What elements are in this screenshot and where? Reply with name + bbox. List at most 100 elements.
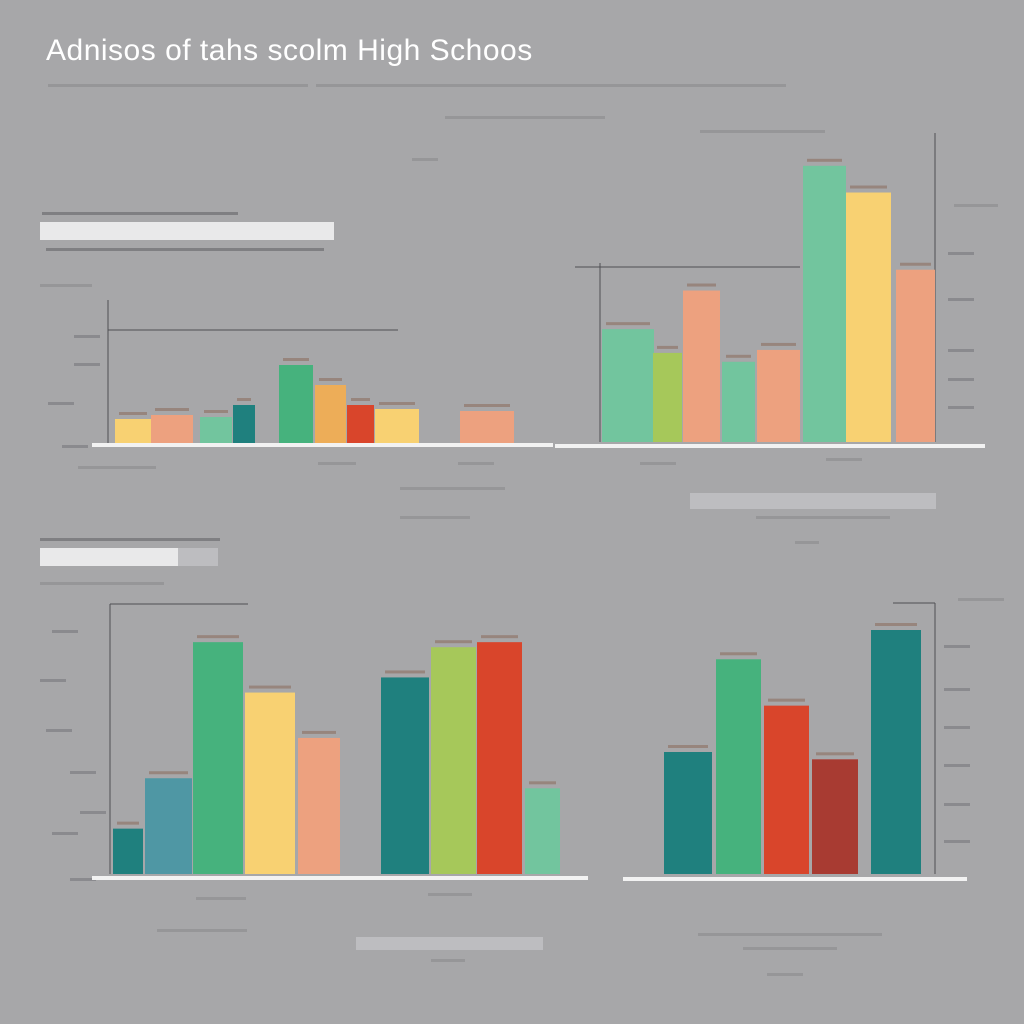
bar [233,405,255,443]
panel-heading-scribble [40,538,220,541]
bar [803,165,846,443]
bar [764,705,809,874]
caption-scribble [400,516,470,519]
bar-label-mark [319,378,342,381]
caption-box [690,493,936,509]
bar-label-mark [249,685,291,689]
legend-scribble [700,130,825,133]
bar [431,647,476,874]
panel-heading-box [40,222,334,240]
axis-scribble [826,458,862,461]
bar [683,290,720,442]
bar [200,417,232,443]
bar [381,677,429,874]
bar-label-mark [435,640,472,644]
bar-label-mark [875,623,917,626]
caption-scribble [400,487,505,490]
bar-label-mark [379,402,415,405]
bar [145,778,192,874]
panel-heading-box [40,548,180,566]
subtitle-scribble [48,84,308,87]
bar [602,329,654,442]
y-tick-mark [944,803,970,806]
subtitle-scribble [316,84,786,87]
bar-label-mark [351,398,370,401]
y-tick-mark [944,645,970,648]
legend-scribble [445,116,605,119]
y-tick-mark [944,726,970,729]
axis-scribble [196,897,246,900]
bar-label-mark [237,398,251,401]
panel-heading-scribble [46,248,324,251]
y-tick-mark [944,764,970,767]
y-tick-mark [52,832,78,835]
bar [716,659,761,874]
bar-label-mark [807,158,842,162]
axis-scribble [318,462,356,465]
x-axis-baseline [92,876,588,880]
bar [347,405,374,443]
bar [151,415,193,443]
bar-label-mark [155,408,189,411]
x-axis-baseline [555,444,985,448]
bar-label-mark [283,358,309,361]
bar [298,737,340,874]
bar [245,692,295,874]
axis-scribble [40,284,92,287]
axis-scribble [428,893,472,896]
caption-scribble [743,947,837,950]
y-tick-mark [80,811,106,814]
bar-label-mark [481,635,518,639]
bar-label-mark [850,185,887,189]
panel-heading-scribble [42,212,238,215]
bar [113,828,143,874]
axis-scribble [78,466,156,469]
bar-label-mark [720,652,757,656]
panel-heading-box [178,548,218,566]
bar-label-mark [204,410,228,413]
y-tick-mark [46,729,72,732]
bar-label-mark [385,670,425,674]
legend-scribble [412,158,438,161]
bar [812,759,858,874]
y-tick-mark [40,679,66,682]
caption-scribble [698,933,882,936]
y-tick-mark [948,349,974,352]
bar [722,361,755,442]
axis-scribble [958,598,1004,601]
bar [757,349,800,442]
bar-label-mark [668,745,708,748]
bar-label-mark [119,412,147,415]
bar-label-mark [606,322,650,326]
bar-label-mark [761,342,796,346]
bar-label-mark [900,262,931,266]
bar-label-mark [816,752,854,756]
bar [846,192,891,442]
bar [460,411,514,443]
bar [525,788,560,874]
y-tick-mark [70,771,96,774]
y-tick-mark [52,630,78,633]
bar [896,269,935,442]
bar [193,642,243,874]
bar [375,409,419,443]
y-tick-mark [948,378,974,381]
bar-label-mark [768,698,805,702]
y-tick-mark [74,335,100,338]
bar [315,385,346,443]
caption-scribble [157,929,247,932]
y-tick-mark [948,298,974,301]
axis-scribble [954,204,998,207]
caption-box [356,937,543,950]
bar-label-mark [197,635,239,639]
bar-label-mark [302,730,336,734]
y-tick-mark [948,252,974,255]
bar-label-mark [687,283,716,287]
caption-scribble [431,959,465,962]
bar [664,752,712,874]
y-tick-mark [948,406,974,409]
y-tick-mark [944,840,970,843]
x-axis-baseline [623,877,967,881]
bar [871,630,921,874]
